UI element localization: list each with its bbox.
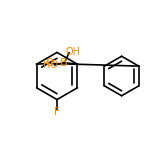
Text: OH: OH: [65, 47, 80, 57]
Text: HO: HO: [43, 60, 58, 70]
Text: B: B: [60, 58, 67, 68]
Text: O: O: [46, 59, 54, 68]
Text: F: F: [54, 107, 60, 117]
